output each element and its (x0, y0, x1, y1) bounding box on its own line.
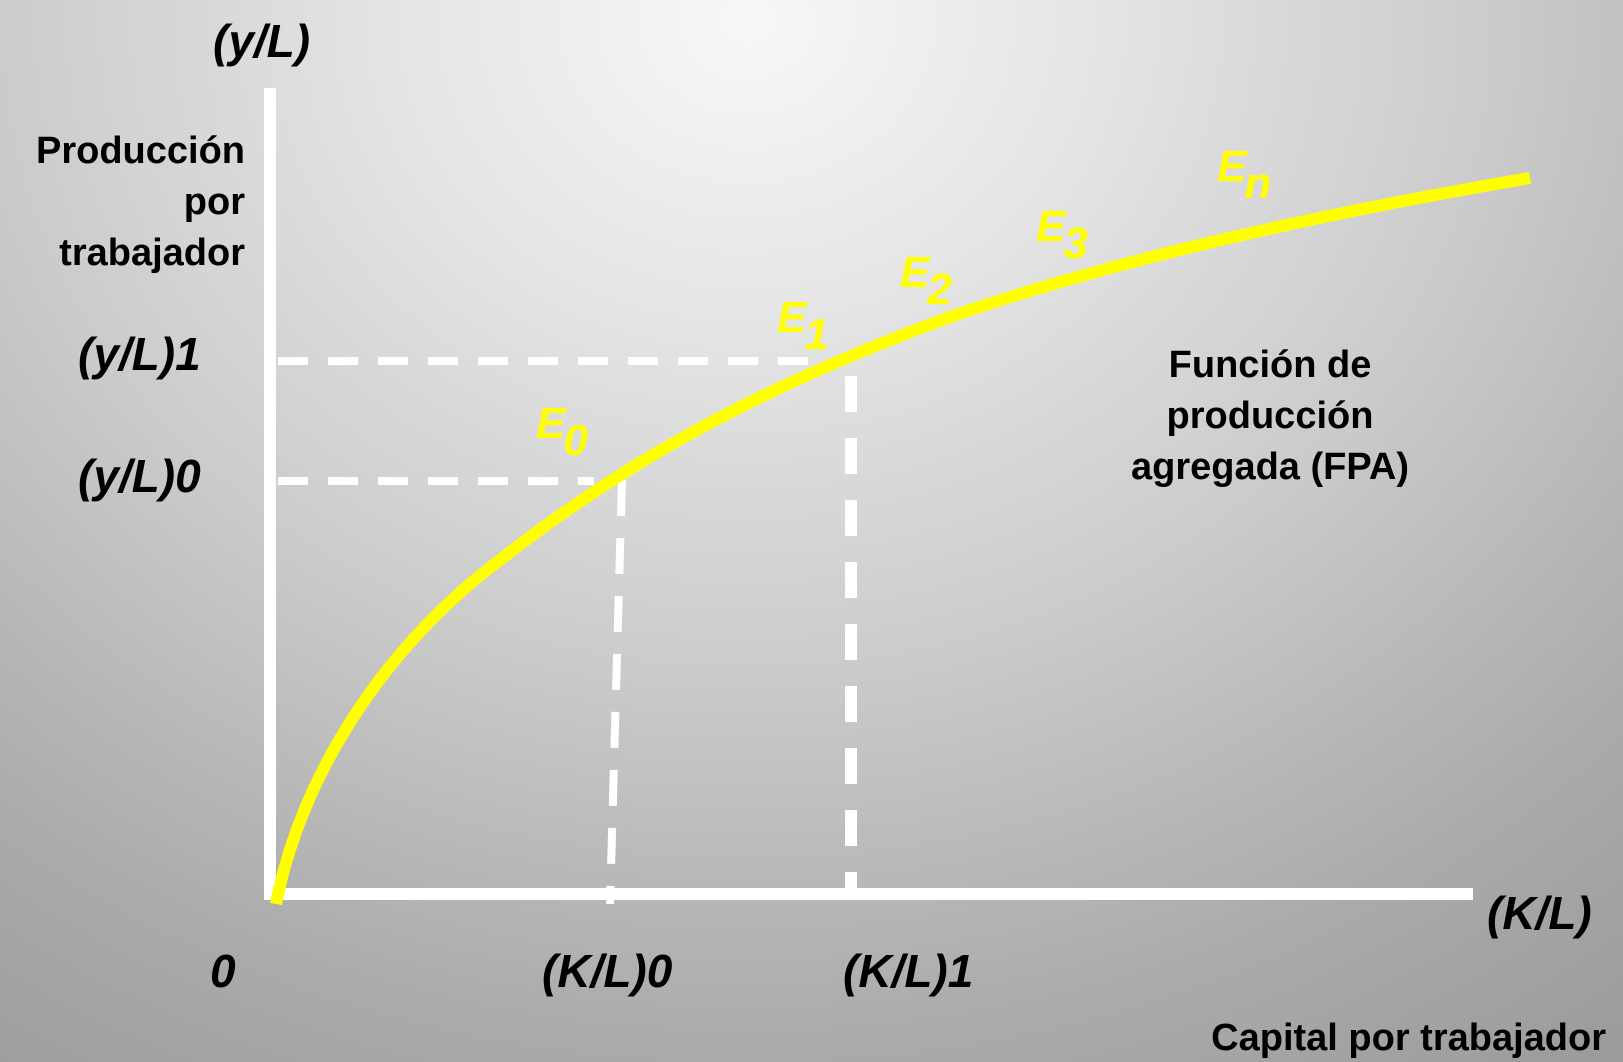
point-e1-label: E1 (777, 293, 829, 359)
x-axis-symbol: (K/L) (1487, 887, 1592, 939)
point-en-label: En (1217, 142, 1272, 208)
point-e3-label: E3 (1036, 202, 1088, 268)
y-axis-title-line: Producción (35, 130, 245, 172)
guide-line-k0 (606, 479, 626, 905)
k1-level-label: (K/L)1 (843, 945, 974, 997)
curve-label-line: Función de (1168, 344, 1372, 386)
point-e0-label: E0 (536, 399, 588, 465)
y-axis-title-line: trabajador (59, 232, 245, 274)
production-function-curve (270, 172, 1532, 906)
y-axis-symbol: (y/L) (213, 15, 311, 67)
y-axis-title: Producción por trabajador (36, 126, 245, 279)
origin-label: 0 (210, 945, 236, 997)
curve-label-line: producción (1166, 395, 1374, 437)
curve-label-line: agregada (FPA) (1130, 446, 1409, 488)
y1-level-label: (y/L)1 (78, 328, 201, 380)
x-axis-title: Capital por trabajador (1211, 1017, 1606, 1059)
k0-level-label: (K/L)0 (542, 945, 673, 997)
point-e2-label: E2 (900, 248, 952, 314)
y0-level-label: (y/L)0 (78, 450, 201, 502)
y-axis-title-line: por (183, 181, 245, 223)
